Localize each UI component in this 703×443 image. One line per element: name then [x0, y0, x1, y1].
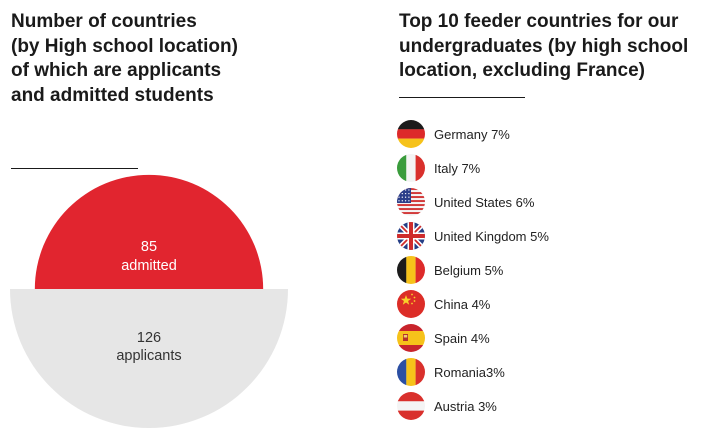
italy-flag-icon: [397, 154, 425, 182]
feeder-country-row: China 4%: [397, 287, 549, 321]
feeder-country-label: Belgium 5%: [434, 263, 503, 278]
feeder-countries-list: Germany 7% Italy 7% United States 6% United…: [397, 117, 549, 423]
germany-flag-icon: [397, 120, 425, 148]
feeder-country-row: United Kingdom 5%: [397, 219, 549, 253]
feeder-country-label: United Kingdom 5%: [434, 229, 549, 244]
feeder-country-label: Italy 7%: [434, 161, 480, 176]
applicants-series-label: applicants: [116, 348, 181, 364]
united-states-flag-icon: [397, 188, 425, 216]
feeder-country-row: Austria 3%: [397, 389, 549, 423]
feeder-country-label: Austria 3%: [434, 399, 497, 414]
austria-flag-icon: [397, 392, 425, 420]
feeder-country-row: Belgium 5%: [397, 253, 549, 287]
feeder-country-row: Spain 4%: [397, 321, 549, 355]
belgium-flag-icon: [397, 256, 425, 284]
feeder-country-row: United States 6%: [397, 185, 549, 219]
united-kingdom-flag-icon: [397, 222, 425, 250]
feeder-country-row: Italy 7%: [397, 151, 549, 185]
feeder-country-row: Germany 7%: [397, 117, 549, 151]
admitted-value-label: 85: [141, 239, 157, 255]
china-flag-icon: [397, 290, 425, 318]
admitted-series-label: admitted: [121, 258, 177, 274]
applicants-value-label: 126: [137, 330, 161, 346]
feeder-country-label: Germany 7%: [434, 127, 510, 142]
feeder-country-label: United States 6%: [434, 195, 534, 210]
feeder-country-label: Spain 4%: [434, 331, 490, 346]
spain-flag-icon: [397, 324, 425, 352]
right-divider: [399, 97, 525, 98]
feeder-country-label: China 4%: [434, 297, 490, 312]
top-feeder-countries-heading: Top 10 feeder countries for our undergra…: [399, 10, 699, 84]
feeder-country-row: Romania3%: [397, 355, 549, 389]
feeder-country-label: Romania3%: [434, 365, 505, 380]
romania-flag-icon: [397, 358, 425, 386]
